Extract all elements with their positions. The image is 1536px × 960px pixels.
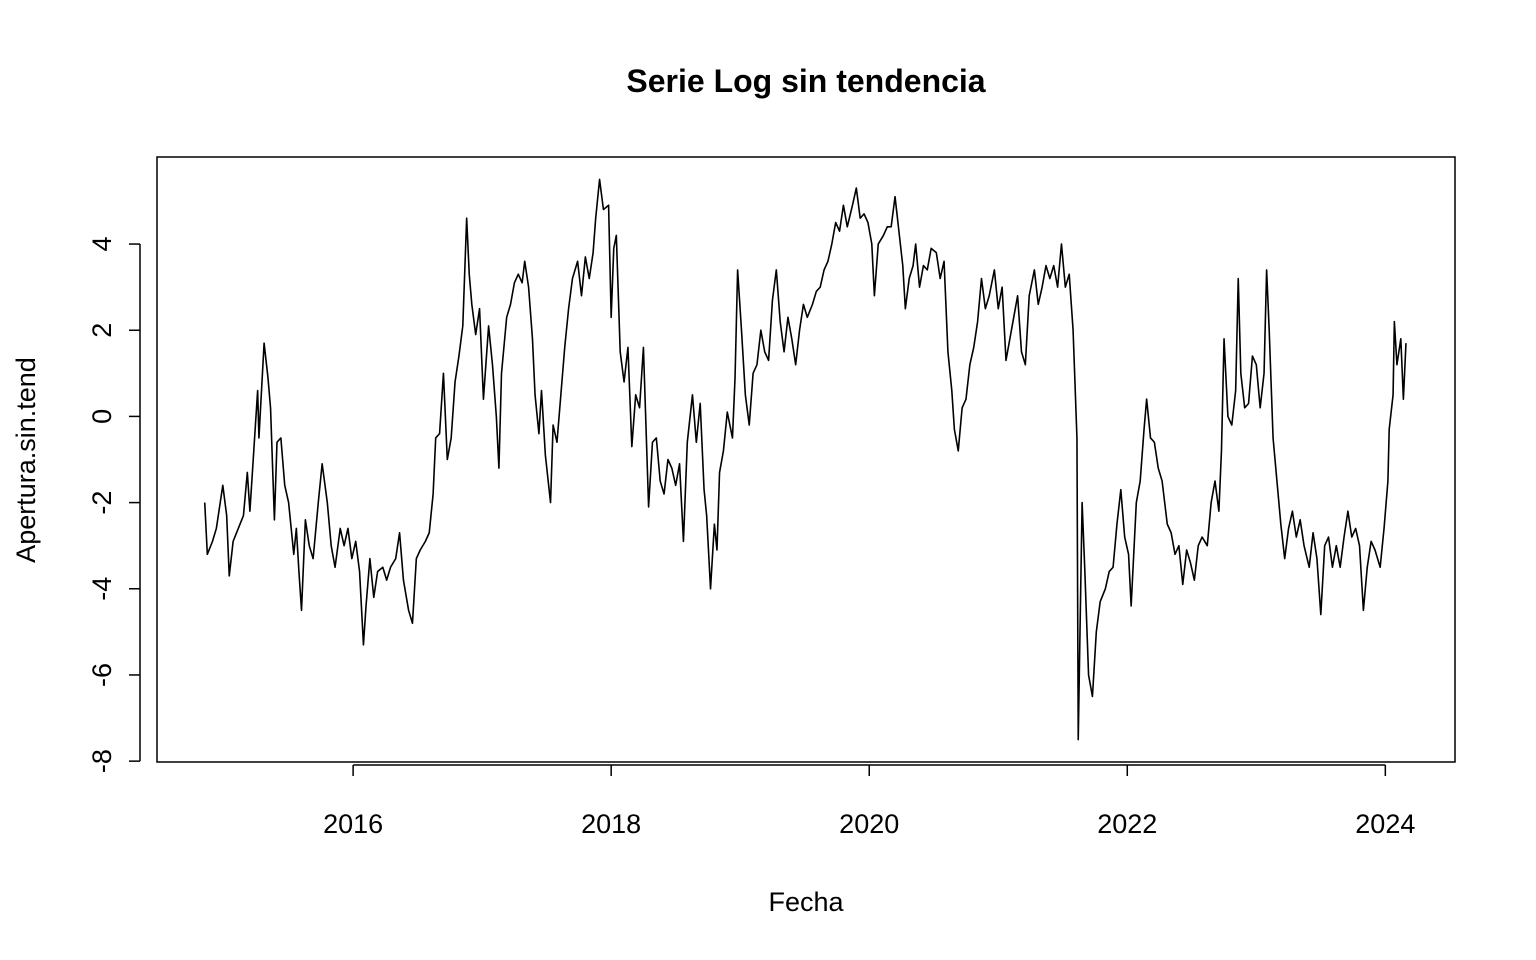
y-tick-label: -2 bbox=[87, 491, 117, 515]
x-tick-label: 2022 bbox=[1097, 809, 1157, 839]
y-tick-label: -4 bbox=[87, 577, 117, 601]
y-axis-label: Apertura.sin.tend bbox=[11, 357, 41, 563]
x-tick-label: 2020 bbox=[839, 809, 899, 839]
y-tick-label: -6 bbox=[87, 663, 117, 687]
plot-frame bbox=[156, 156, 1456, 763]
x-tick-label: 2018 bbox=[581, 809, 641, 839]
data-line bbox=[203, 178, 1407, 741]
x-axis-label: Fecha bbox=[768, 887, 844, 917]
x-tick-label: 2024 bbox=[1355, 809, 1415, 839]
y-tick-label: 2 bbox=[87, 323, 117, 338]
chart-title: Serie Log sin tendencia bbox=[626, 63, 985, 99]
y-tick-label: 0 bbox=[87, 409, 117, 424]
x-tick-label: 2016 bbox=[323, 809, 383, 839]
y-tick-label: 4 bbox=[87, 237, 117, 252]
y-tick-label: -8 bbox=[87, 749, 117, 773]
